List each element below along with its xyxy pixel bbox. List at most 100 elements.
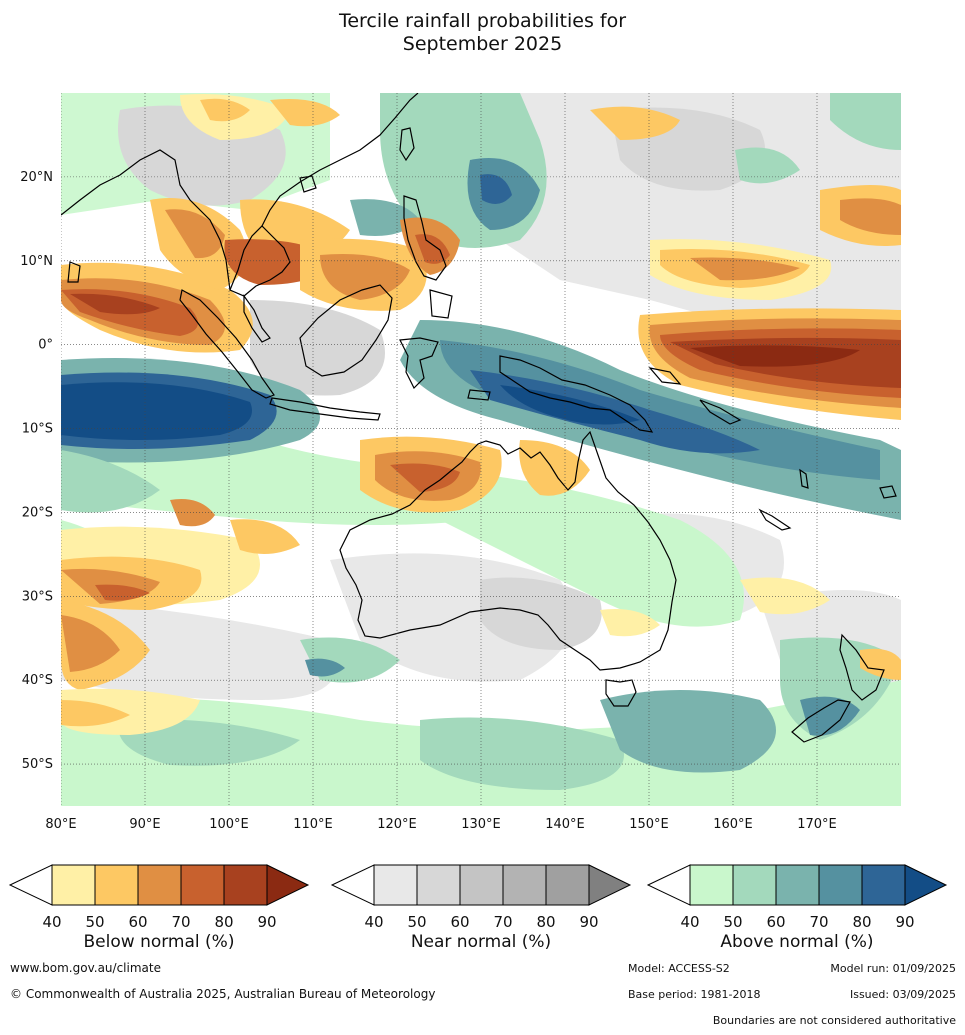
colorbar-box — [732, 864, 777, 906]
new-guinea-coastline — [499, 355, 654, 433]
longitude-label: 130°E — [461, 817, 501, 832]
colorbar-tick-label: 50 — [407, 913, 426, 931]
copyright-text: © Commonwealth of Australia 2025, Austra… — [10, 987, 436, 1001]
colorbar-box — [459, 864, 504, 906]
latitude-label: 0° — [38, 338, 53, 353]
colorbar-tick-label: 40 — [364, 913, 383, 931]
java-coastline — [269, 397, 381, 421]
colorbar-box — [94, 864, 139, 906]
latitude-label: 10°S — [22, 422, 53, 437]
model-run-date: Model run: 01/09/2025 — [830, 962, 956, 975]
colorbar-high-arrow — [266, 864, 310, 906]
vanuatu-coastline — [799, 468, 809, 489]
latitude-label: 40°S — [22, 673, 53, 688]
longitude-label: 90°E — [129, 817, 160, 832]
gridlines — [61, 93, 901, 806]
colorbar-above-normal — [646, 864, 948, 906]
colorbar-tick-label: 60 — [450, 913, 469, 931]
latitude-label: 20°N — [20, 170, 53, 185]
colorbar-tick-label: 60 — [766, 913, 785, 931]
colorbar-box — [51, 864, 96, 906]
colorbar-high-arrow — [904, 864, 948, 906]
colorbar-ticks-below-normal: 40 50 60 70 80 90 — [42, 913, 276, 931]
latitude-labels: 20°N 10°N 0° 10°S 20°S 30°S 40°S 50°S — [20, 170, 53, 772]
colorbar-tick-label: 70 — [809, 913, 828, 931]
legend-title-below-normal: Below normal (%) — [83, 932, 235, 952]
colorbar-box — [416, 864, 461, 906]
colorbar-tick-label: 80 — [852, 913, 871, 931]
east-asia-coastline — [261, 93, 419, 227]
colorbar-box — [545, 864, 590, 906]
longitude-label: 100°E — [209, 817, 249, 832]
colorbar-ticks-near-normal: 40 50 60 70 80 90 — [364, 913, 598, 931]
new-britain-coastline — [648, 367, 682, 385]
title-line-2: September 2025 — [402, 33, 563, 55]
colorbar-tick-label: 70 — [171, 913, 190, 931]
longitude-labels: 80°E 90°E 100°E 110°E 120°E 130°E 140°E 150°E 16… — [45, 817, 836, 832]
longitude-label: 80°E — [45, 817, 76, 832]
issued-date: Issued: 03/09/2025 — [849, 988, 956, 1001]
colorbar-tick-label: 90 — [895, 913, 914, 931]
malay-peninsula-coastline — [243, 294, 271, 343]
colorbar-low-arrow — [646, 864, 691, 906]
legend-title-above-normal: Above normal (%) — [720, 932, 874, 952]
colorbar-tick-label: 70 — [493, 913, 512, 931]
longitude-label: 110°E — [293, 817, 333, 832]
sulawesi-coastline — [399, 337, 439, 390]
colorbar-below-normal — [8, 864, 310, 906]
indochina-coastline — [229, 225, 291, 297]
philippines-coastline — [403, 195, 447, 281]
map-title: Tercile rainfall probabilities for Septe… — [0, 10, 965, 56]
longitude-label: 140°E — [545, 817, 585, 832]
longitude-label: 170°E — [797, 817, 837, 832]
latitude-label: 20°S — [22, 505, 53, 520]
new-zealand-south-island — [791, 699, 851, 743]
colorbar-tick-label: 80 — [214, 913, 233, 931]
colorbar-box — [689, 864, 734, 906]
above-normal-field — [61, 93, 901, 806]
colorbar-box — [137, 864, 182, 906]
latitude-label: 50°S — [22, 757, 53, 772]
colorbar-tick-label: 40 — [680, 913, 699, 931]
colorbar-low-arrow — [8, 864, 53, 906]
colorbar-low-arrow — [330, 864, 375, 906]
longitude-label: 160°E — [713, 817, 753, 832]
legend-below-normal: 40 50 60 70 80 90 — [8, 860, 310, 934]
longitude-label: 120°E — [377, 817, 417, 832]
latitude-label: 30°S — [22, 589, 53, 604]
colorbar-box — [775, 864, 820, 906]
legend-near-normal: 40 50 60 70 80 90 — [330, 860, 632, 934]
borneo-coastline — [299, 284, 393, 377]
colorbar-near-normal — [330, 864, 632, 906]
colorbar-tick-label: 90 — [579, 913, 598, 931]
colorbar-ticks-above-normal: 40 50 60 70 80 90 — [680, 913, 914, 931]
legend-above-normal: 40 50 60 70 80 90 — [646, 860, 948, 934]
legend-title-near-normal: Near normal (%) — [410, 932, 552, 952]
website-link[interactable]: www.bom.gov.au/climate — [10, 961, 161, 975]
australia-coastline — [339, 430, 677, 671]
colorbar-box — [223, 864, 268, 906]
tasmania-coastline — [605, 679, 637, 707]
colorbar-tick-label: 80 — [536, 913, 555, 931]
rainfall-probability-map: 80°E 90°E 100°E 110°E 120°E 130°E 140°E 150°E 16… — [20, 93, 901, 832]
title-line-1: Tercile rainfall probabilities for — [338, 10, 627, 32]
colorbar-tick-label: 50 — [85, 913, 104, 931]
solomon-islands-coastline — [699, 399, 742, 425]
below-normal-field — [61, 94, 901, 735]
sumatra-coastline — [179, 289, 275, 399]
fiji-coastline — [879, 485, 897, 499]
map-content — [61, 93, 901, 806]
base-period: Base period: 1981-2018 — [628, 988, 761, 1001]
colorbar-high-arrow — [588, 864, 632, 906]
boundaries-disclaimer: Boundaries are not considered authoritat… — [712, 1014, 956, 1027]
new-caledonia-coastline — [758, 508, 792, 531]
south-asia-coastline — [61, 149, 231, 291]
taiwan-coastline — [399, 127, 415, 162]
colorbar-box — [502, 864, 547, 906]
coastlines — [61, 93, 897, 743]
colorbar-box — [818, 864, 863, 906]
mindanao-coastline — [429, 289, 453, 319]
sri-lanka-coastline — [67, 261, 81, 283]
colorbar-tick-label: 90 — [257, 913, 276, 931]
new-zealand-north-island — [839, 633, 885, 701]
